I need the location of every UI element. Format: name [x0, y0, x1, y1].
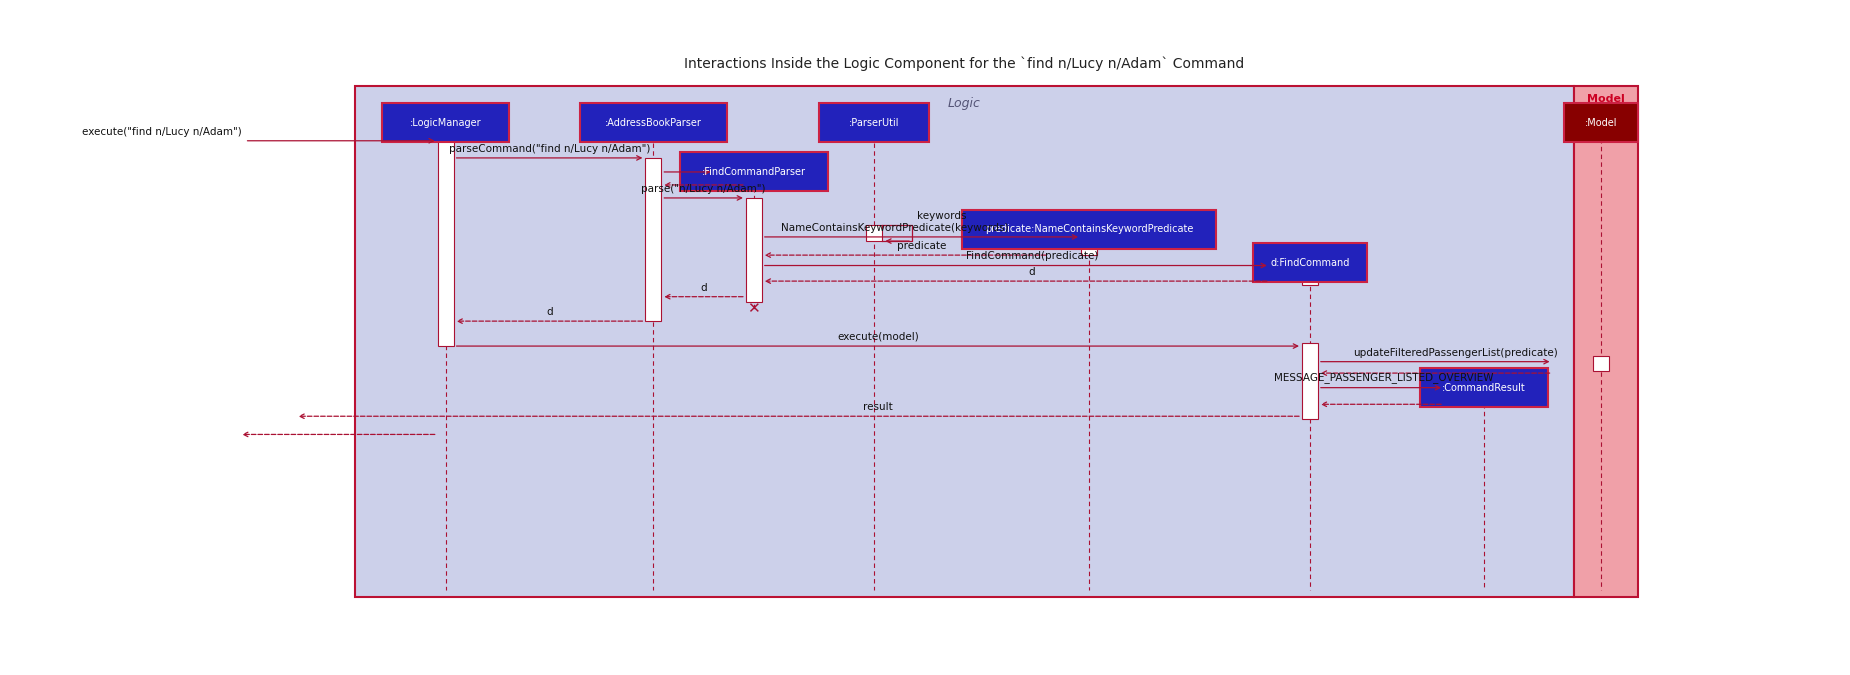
- Text: execute(model): execute(model): [836, 332, 919, 342]
- Bar: [355, 86, 1574, 597]
- Text: :ParserUtil: :ParserUtil: [849, 117, 899, 128]
- Text: Logic: Logic: [947, 97, 981, 109]
- Text: :Model: :Model: [1584, 117, 1617, 128]
- Bar: [1421, 368, 1548, 407]
- Text: Model: Model: [1587, 94, 1624, 104]
- Text: d: d: [701, 283, 707, 292]
- Text: d: d: [546, 307, 553, 317]
- Bar: [681, 153, 827, 192]
- Text: MESSAGE_PASSENGER_LISTED_OVERVIEW: MESSAGE_PASSENGER_LISTED_OVERVIEW: [1275, 373, 1493, 383]
- Text: :LogicManager: :LogicManager: [411, 117, 481, 128]
- Bar: [1302, 344, 1317, 418]
- Text: keywords: keywords: [918, 211, 968, 221]
- Bar: [1302, 262, 1317, 285]
- Text: parse("n/Lucy n/Adam"): parse("n/Lucy n/Adam"): [642, 184, 766, 194]
- Text: :CommandResult: :CommandResult: [1443, 383, 1526, 393]
- Bar: [866, 225, 882, 241]
- Bar: [1593, 356, 1610, 371]
- Text: Interactions Inside the Logic Component for the `find n/Lucy n/Adam` Command: Interactions Inside the Logic Component …: [684, 56, 1245, 71]
- Bar: [1080, 237, 1097, 255]
- Bar: [579, 103, 727, 142]
- Text: execute("find n/Lucy n/Adam"): execute("find n/Lucy n/Adam"): [81, 127, 242, 136]
- Text: ✕: ✕: [747, 301, 760, 316]
- Bar: [1563, 103, 1637, 142]
- Text: result: result: [862, 402, 894, 412]
- Text: parseCommand("find n/Lucy n/Adam"): parseCommand("find n/Lucy n/Adam"): [450, 144, 649, 154]
- Text: :FindCommandParser: :FindCommandParser: [701, 167, 807, 177]
- Text: NameContainsKeywordPredicate(keywords): NameContainsKeywordPredicate(keywords): [781, 223, 1008, 233]
- Text: updateFilteredPassengerList(predicate): updateFilteredPassengerList(predicate): [1352, 348, 1558, 358]
- Bar: [962, 210, 1215, 248]
- Bar: [646, 158, 662, 321]
- Bar: [746, 198, 762, 302]
- Text: predicate:NameContainsKeywordPredicate: predicate:NameContainsKeywordPredicate: [984, 224, 1193, 234]
- Bar: [1476, 387, 1493, 406]
- Text: FindCommand(predicate): FindCommand(predicate): [966, 251, 1099, 261]
- Bar: [438, 141, 453, 346]
- Text: d: d: [1029, 267, 1036, 277]
- Bar: [381, 103, 509, 142]
- Bar: [1574, 86, 1639, 597]
- Text: d:FindCommand: d:FindCommand: [1271, 258, 1350, 268]
- Bar: [820, 103, 929, 142]
- Text: predicate: predicate: [897, 241, 945, 251]
- Bar: [1252, 244, 1367, 282]
- Text: :AddressBookParser: :AddressBookParser: [605, 117, 701, 128]
